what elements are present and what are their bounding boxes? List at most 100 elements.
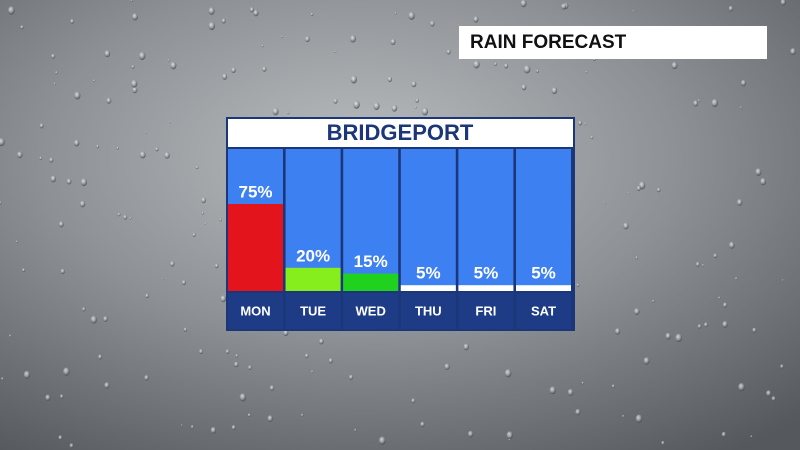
raindrop <box>234 361 239 368</box>
raindrop <box>463 343 469 351</box>
raindrop <box>504 369 512 378</box>
raindrop <box>167 59 170 62</box>
columns: MON 75% TUE 20% WED 15% THU 5% FRI 5% SAT 5% <box>228 149 571 329</box>
raindrop <box>373 102 380 111</box>
title-bar <box>228 119 573 147</box>
raindrop <box>39 156 43 161</box>
raindrop <box>780 364 784 369</box>
raindrop <box>711 98 719 108</box>
raindrop <box>735 277 738 281</box>
raindrop <box>181 424 183 427</box>
raindrop <box>132 13 138 21</box>
raindrop <box>467 430 474 438</box>
bar <box>458 285 514 291</box>
raindrop <box>693 100 699 107</box>
raindrop <box>283 329 289 337</box>
raindrop <box>219 218 222 222</box>
raindrop <box>628 191 630 195</box>
value-label: 5% <box>474 264 499 283</box>
raindrop <box>104 382 110 389</box>
raindrop <box>575 408 581 416</box>
raindrop <box>0 138 5 147</box>
raindrop <box>661 441 665 446</box>
raindrop <box>301 413 304 417</box>
raindrop <box>131 79 138 88</box>
bar <box>343 273 399 291</box>
raindrop <box>92 79 96 83</box>
raindrop <box>713 253 718 259</box>
label-band <box>458 293 514 329</box>
raindrop <box>728 5 734 12</box>
column-bg <box>400 149 456 291</box>
raindrop <box>305 36 310 43</box>
raindrop <box>73 139 80 147</box>
raindrop <box>414 106 417 109</box>
raindrop <box>704 322 708 328</box>
raindrop <box>106 97 112 104</box>
raindrop <box>581 381 584 385</box>
raindrop <box>643 357 650 365</box>
raindrop <box>334 50 337 53</box>
label-band <box>285 293 341 329</box>
label-band <box>400 293 456 329</box>
raindrop <box>249 7 255 13</box>
column-bg <box>285 149 341 291</box>
label-band <box>516 293 571 329</box>
raindrop <box>104 50 111 58</box>
raindrop <box>22 268 26 273</box>
bar <box>400 285 456 291</box>
raindrop <box>190 425 194 429</box>
raindrop <box>473 16 479 23</box>
raindrop <box>55 71 58 75</box>
raindrop <box>421 107 429 116</box>
raindrop <box>378 436 386 445</box>
raindrop <box>145 131 147 134</box>
raindrop <box>199 349 204 355</box>
raindrop <box>66 178 72 185</box>
raindrop <box>53 82 56 86</box>
raindrop <box>328 358 333 364</box>
raindrop <box>585 70 588 74</box>
raindrop <box>181 280 186 286</box>
raindrop <box>129 216 132 220</box>
x-tick-label: FRI <box>475 303 496 318</box>
raindrop <box>652 299 655 303</box>
raindrop <box>590 135 594 140</box>
raindrop <box>123 214 128 220</box>
raindrop <box>634 308 640 316</box>
raindrop <box>208 21 216 31</box>
raindrop <box>208 7 215 15</box>
raindrop <box>231 425 236 431</box>
raindrop <box>1 377 4 381</box>
raindrop <box>722 321 728 328</box>
raindrop <box>578 120 583 126</box>
raindrop <box>45 394 51 401</box>
raindrop <box>144 375 149 381</box>
raindrop <box>611 384 615 389</box>
bar <box>228 204 283 291</box>
raindrop <box>521 84 527 91</box>
raindrop <box>549 386 556 395</box>
x-tick-label: TUE <box>300 303 326 318</box>
raindrop <box>738 383 745 392</box>
raindrop <box>771 396 776 402</box>
raindrop <box>551 87 558 95</box>
raindrop <box>504 63 509 69</box>
raindrop <box>201 197 207 204</box>
raindrop <box>15 240 18 243</box>
raindrop <box>231 67 236 74</box>
raindrop <box>721 431 726 438</box>
raindrop <box>63 367 70 376</box>
raindrop <box>632 9 635 13</box>
raindrop <box>221 18 226 24</box>
raindrop <box>311 370 314 374</box>
raindrop <box>387 76 393 83</box>
raindrop <box>164 151 170 159</box>
raindrop <box>239 393 247 402</box>
raindrop <box>183 327 188 332</box>
value-label: 20% <box>296 246 330 265</box>
raindrop <box>408 11 415 20</box>
raindrop <box>780 0 786 6</box>
raindrop <box>58 435 63 441</box>
raindrop <box>170 61 177 70</box>
